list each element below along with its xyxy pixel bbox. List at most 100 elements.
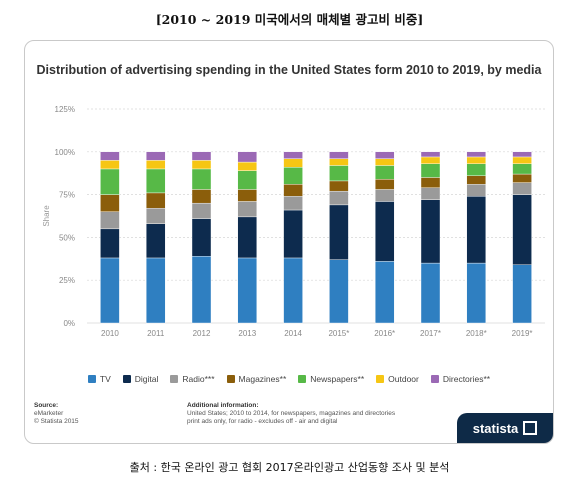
legend-swatch: [170, 375, 179, 383]
source-line-1: eMarketer: [34, 410, 64, 417]
bar-segment: [237, 201, 258, 218]
bar-segment: [375, 151, 395, 159]
legend-label: Radio***: [182, 374, 215, 384]
bar-segment: [283, 184, 303, 197]
bar-segment: [420, 177, 441, 188]
bar-segment: [191, 189, 212, 204]
bar-segment: [283, 257, 303, 324]
bar-segment: [375, 178, 395, 190]
legend-item: Magazines**: [226, 374, 286, 384]
bar-segment: [145, 257, 166, 324]
bar-segment: [512, 264, 532, 324]
legend-item: Directories**: [430, 374, 491, 384]
legend-swatch: [376, 375, 385, 383]
bar-segment: [100, 194, 120, 212]
source-caption: 출처 : 한국 온라인 광고 협회 2017온라인광고 산업동향 조사 및 분석: [129, 461, 450, 474]
bar-segment: [100, 211, 120, 230]
bar-segment: [191, 160, 212, 170]
bar-segment: [100, 257, 120, 324]
bar-segment: [420, 156, 441, 164]
bar-segment: [375, 261, 395, 324]
bar-segment: [375, 158, 395, 166]
bar-segment: [191, 168, 212, 190]
x-tick-label: 2014: [284, 329, 302, 338]
legend-item: Digital: [122, 374, 159, 384]
legend-label: Outdoor: [388, 374, 419, 384]
bar-segment: [145, 223, 166, 259]
stacked-bar-chart: 0% 25% 50% 75% 100% 125% Share 2010 2011 2012 2013…: [42, 105, 545, 338]
x-tick-label: 2011: [147, 329, 165, 338]
bar-segment: [100, 228, 120, 259]
statista-logo-icon: [523, 421, 538, 435]
legend-label: TV: [99, 374, 111, 384]
bar-segment: [237, 257, 258, 324]
bar-segment: [283, 209, 303, 259]
bar-segment: [466, 156, 486, 164]
bar-segment: [512, 194, 532, 265]
bar-segment: [375, 165, 395, 180]
legend-item: Newspapers**: [298, 374, 364, 384]
legend-label: Newspapers**: [310, 374, 365, 384]
bar-segment: [329, 151, 349, 159]
y-tick-label: 25%: [59, 276, 75, 285]
bar-segment: [283, 158, 303, 168]
y-tick-label: 100%: [55, 148, 75, 157]
legend-label: Digital: [134, 374, 159, 384]
x-tick-label: 2013: [238, 329, 256, 338]
bar-segment: [237, 151, 258, 163]
y-tick-label: 125%: [55, 105, 75, 114]
bar-segment: [191, 151, 212, 161]
bar-segment: [100, 168, 120, 195]
legend-swatch: [122, 375, 131, 383]
bar-segment: [420, 151, 441, 158]
bar-segment: [420, 187, 441, 200]
bar-segment: [237, 170, 258, 190]
bar-segment: [237, 216, 258, 259]
bar-segment: [100, 160, 120, 170]
bar-segment: [512, 173, 532, 183]
page-title: [2010 ~ 2019 미국에서의 매체별 광고비 비중]: [155, 12, 424, 27]
bar-segment: [145, 168, 166, 194]
bar-segment: [145, 192, 166, 209]
legend-label: Directories**: [442, 374, 491, 384]
bar-segment: [237, 189, 258, 202]
bar-segment: [283, 196, 303, 211]
statista-logo-text: statista: [472, 420, 519, 436]
additional-info-label: Additional information:: [187, 402, 259, 409]
bar-segment: [145, 151, 166, 161]
bar-segment: [512, 156, 532, 164]
chart-card: Distribution of advertising spending in …: [24, 40, 554, 444]
y-tick-label: 75%: [59, 191, 75, 200]
bar-segment: [466, 151, 486, 158]
bar-segment: [283, 151, 303, 159]
source-label: Source:: [34, 402, 59, 409]
legend-swatch: [430, 375, 439, 383]
x-tick-label: 2015*: [328, 329, 349, 338]
additional-info-block: Additional information: United States; 2…: [187, 402, 417, 426]
x-tick-label: 2012: [193, 329, 211, 338]
legend-swatch: [226, 375, 235, 383]
bar-segment: [420, 163, 441, 178]
bar-segment: [466, 184, 486, 197]
legend-swatch: [298, 375, 307, 383]
bar-segment: [329, 190, 349, 206]
legend-swatch: [87, 375, 96, 383]
y-tick-label: 50%: [59, 233, 75, 242]
legend-item: TV: [87, 374, 111, 384]
x-tick-label: 2018*: [466, 329, 487, 338]
bar-segment: [420, 199, 441, 264]
y-axis-label: Share: [42, 205, 51, 227]
bar-segment: [329, 158, 349, 166]
bar-segment: [100, 151, 120, 161]
x-tick-label: 2016*: [374, 329, 395, 338]
bar-segment: [512, 182, 532, 195]
bar-segment: [512, 163, 532, 175]
statista-logo: statista: [457, 413, 553, 443]
bar-segment: [375, 189, 395, 202]
bar-segment: [191, 202, 212, 219]
y-tick-label: 0%: [63, 319, 75, 328]
bar-segment: [191, 218, 212, 257]
bar-segment: [329, 204, 349, 260]
x-tick-label: 2017*: [420, 329, 441, 338]
legend-item: Radio***: [170, 374, 215, 384]
